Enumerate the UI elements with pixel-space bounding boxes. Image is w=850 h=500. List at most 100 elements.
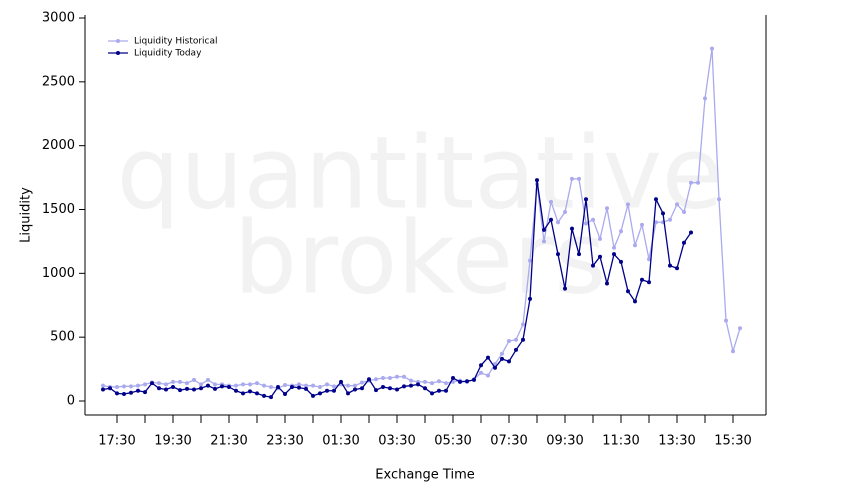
point: [668, 217, 672, 222]
point: [192, 387, 196, 392]
point: [479, 370, 483, 375]
point: [367, 377, 371, 382]
point: [451, 376, 455, 381]
watermark: brokers: [234, 199, 607, 316]
point: [164, 387, 168, 392]
x-tick-label: 15:30: [714, 434, 751, 449]
point: [549, 199, 553, 204]
point: [143, 382, 147, 387]
point: [248, 382, 252, 387]
point: [318, 384, 322, 389]
y-tick-label: 1500: [42, 202, 75, 217]
point: [647, 280, 651, 285]
point: [409, 383, 413, 388]
point: [640, 222, 644, 227]
point: [269, 395, 273, 400]
point: [283, 391, 287, 396]
point: [220, 384, 224, 389]
point: [143, 390, 147, 395]
legend-label: Liquidity Today: [134, 49, 202, 59]
y-tick-label: 0: [67, 394, 75, 409]
point: [682, 240, 686, 245]
point: [178, 388, 182, 393]
point: [563, 210, 567, 215]
point: [598, 236, 602, 241]
point: [325, 382, 329, 387]
point: [115, 384, 119, 389]
point: [388, 386, 392, 391]
point: [185, 386, 189, 391]
y-tick-label: 3000: [42, 11, 75, 26]
point: [339, 379, 343, 384]
point: [619, 259, 623, 264]
point: [381, 384, 385, 389]
point: [206, 383, 210, 388]
x-tick-label: 21:30: [210, 434, 247, 449]
point: [374, 388, 378, 393]
point: [255, 391, 259, 396]
point: [437, 379, 441, 384]
point: [346, 383, 350, 388]
point: [297, 382, 301, 387]
point: [430, 381, 434, 386]
point: [612, 245, 616, 250]
point: [598, 254, 602, 259]
point: [605, 281, 609, 286]
point: [318, 391, 322, 396]
point: [724, 318, 728, 323]
point: [703, 96, 707, 101]
point: [542, 227, 546, 232]
point: [486, 373, 490, 378]
point: [514, 347, 518, 352]
point: [500, 356, 504, 361]
point: [262, 393, 266, 398]
x-tick-label: 13:30: [658, 434, 695, 449]
point: [738, 326, 742, 331]
point: [129, 390, 133, 395]
point: [150, 381, 154, 386]
point: [465, 379, 469, 384]
point: [493, 365, 497, 370]
point: [437, 388, 441, 393]
point: [570, 176, 574, 181]
point: [458, 379, 462, 384]
x-axis-label: Exchange Time: [375, 468, 474, 483]
point: [276, 384, 280, 389]
point: [311, 383, 315, 388]
point: [689, 230, 693, 235]
point: [297, 385, 301, 390]
point: [248, 389, 252, 394]
point: [423, 386, 427, 391]
point: [374, 377, 378, 382]
point: [584, 221, 588, 226]
point: [283, 383, 287, 388]
point: [101, 383, 105, 388]
point: [388, 376, 392, 381]
point: [710, 46, 714, 51]
point: [521, 322, 525, 327]
point: [101, 387, 105, 392]
point: [115, 391, 119, 396]
point: [360, 386, 364, 391]
y-axis-label: Liquidity: [19, 187, 34, 243]
point: [157, 386, 161, 391]
point: [619, 229, 623, 234]
point: [556, 220, 560, 225]
point: [213, 382, 217, 387]
point: [675, 202, 679, 207]
point: [423, 379, 427, 384]
point: [479, 363, 483, 368]
point: [563, 286, 567, 291]
point: [157, 381, 161, 386]
point: [577, 252, 581, 257]
point: [185, 381, 189, 386]
point: [486, 355, 490, 360]
point: [689, 180, 693, 185]
point: [682, 210, 686, 215]
point: [353, 383, 357, 388]
point: [549, 217, 553, 222]
point: [311, 393, 315, 398]
point: [290, 384, 294, 389]
point: [395, 374, 399, 379]
